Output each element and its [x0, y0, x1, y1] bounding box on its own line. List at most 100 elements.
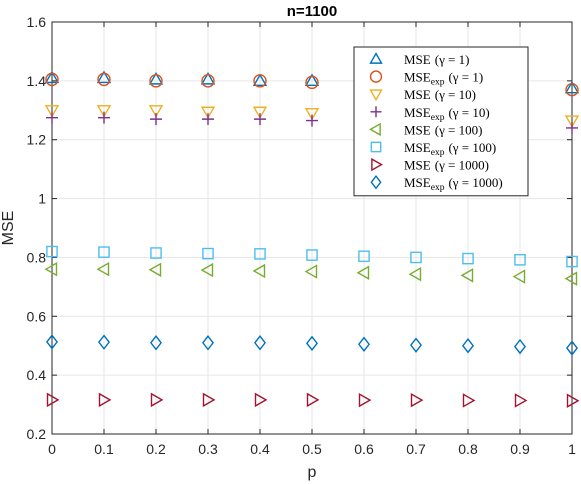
data-point	[150, 113, 162, 126]
data-point	[200, 106, 216, 120]
axes: 0 0.1 0.2 0.3 0.4 0.5 0.6 0.7 0.8 0.9 1 0.2 0.4 0.6 0.…	[27, 14, 577, 457]
x-tick-label: 0.8	[458, 441, 478, 457]
data-point	[96, 70, 112, 84]
data-point	[306, 335, 318, 352]
data-point	[252, 263, 266, 279]
data-point	[358, 336, 370, 352]
data-point	[202, 247, 214, 260]
plot-frame	[51, 21, 573, 435]
legend-marker	[370, 106, 382, 118]
data-point	[356, 265, 370, 280]
data-point	[514, 338, 526, 355]
data-point	[564, 271, 578, 286]
x-tick-label: 0.4	[250, 441, 270, 457]
x-tick-label: 0.1	[94, 441, 114, 457]
data-point	[200, 262, 214, 278]
y-tick-label: 0.4	[27, 367, 47, 383]
series-0	[44, 70, 580, 94]
series-3	[46, 111, 578, 134]
data-point	[44, 105, 60, 118]
data-point	[254, 113, 266, 126]
legend-item: MSE (γ = 100)	[369, 122, 482, 137]
series-4	[44, 261, 578, 286]
legend-marker	[371, 157, 383, 172]
data-point	[97, 72, 111, 87]
data-point	[150, 392, 164, 408]
x-tick-label: 0.5	[302, 441, 322, 457]
data-point	[46, 334, 58, 350]
data-point	[305, 75, 319, 90]
legend-item: MSEexp (γ = 1)	[369, 70, 483, 88]
data-point	[304, 264, 318, 279]
data-point	[201, 74, 215, 88]
data-point	[462, 393, 476, 408]
data-point	[252, 73, 268, 87]
data-point	[514, 393, 528, 408]
chart-title: n=1100	[287, 3, 337, 20]
data-point	[202, 335, 214, 351]
data-point	[96, 105, 112, 118]
x-tick-label: 0.3	[198, 441, 218, 457]
data-point	[253, 74, 267, 88]
legend-item: MSE (γ = 10)	[369, 87, 476, 102]
data-point	[254, 392, 268, 408]
x-tick-label: 0.7	[406, 441, 426, 457]
data-point	[358, 250, 370, 263]
legend-label: MSE (γ = 10)	[404, 87, 476, 102]
legend-marker	[369, 89, 383, 102]
legend-item: MSE (γ = 1000)	[371, 157, 489, 173]
data-point	[98, 246, 110, 258]
y-axis-label: MSE	[0, 211, 17, 246]
data-point	[462, 337, 474, 354]
legend-label: MSEexp (γ = 10)	[404, 105, 490, 123]
data-point	[150, 335, 162, 351]
legend-item: MSEexp (γ = 100)	[370, 140, 496, 158]
data-point	[202, 113, 214, 126]
data-point	[566, 393, 580, 408]
y-tick-label: 1.6	[27, 14, 47, 30]
data-point	[566, 121, 578, 134]
x-tick-label: 0.9	[510, 441, 530, 457]
legend-label: MSE (γ = 1)	[404, 52, 469, 67]
x-tick-label: 0.6	[354, 441, 374, 457]
data-point	[306, 392, 320, 408]
legend-marker	[369, 70, 383, 83]
data-marks	[44, 70, 580, 408]
data-point	[514, 253, 526, 266]
x-tick-label: 0.2	[146, 441, 166, 457]
data-point	[148, 262, 162, 277]
data-point	[150, 247, 162, 259]
data-point	[462, 252, 474, 265]
legend-item: MSEexp (γ = 1000)	[370, 175, 503, 193]
data-point	[304, 73, 320, 87]
data-point	[98, 111, 110, 124]
series-2	[44, 105, 580, 128]
data-point	[512, 269, 526, 284]
data-point	[202, 392, 216, 408]
y-tick-label: 0.8	[27, 249, 47, 265]
data-point	[460, 268, 474, 283]
data-point	[566, 255, 578, 268]
data-point	[200, 71, 216, 85]
legend-label: MSEexp (γ = 1000)	[404, 175, 503, 193]
data-point	[46, 245, 58, 258]
data-point	[306, 114, 318, 127]
data-point	[46, 392, 60, 408]
data-point	[358, 392, 372, 408]
series-7	[46, 334, 578, 356]
legend-marker	[370, 175, 382, 190]
legend-label: MSEexp (γ = 100)	[404, 140, 496, 158]
data-point	[565, 82, 579, 97]
data-point	[148, 71, 164, 85]
legend-item: MSE (γ = 1)	[369, 52, 469, 67]
data-point	[46, 111, 58, 124]
legend-marker	[370, 141, 382, 153]
legend-label: MSE (γ = 100)	[404, 122, 482, 137]
data-point	[252, 106, 268, 120]
x-tick-label: 0	[48, 441, 56, 457]
series-1	[45, 72, 579, 97]
data-point	[564, 80, 580, 94]
y-tick-label: 0.2	[27, 426, 47, 442]
data-point	[45, 72, 59, 87]
